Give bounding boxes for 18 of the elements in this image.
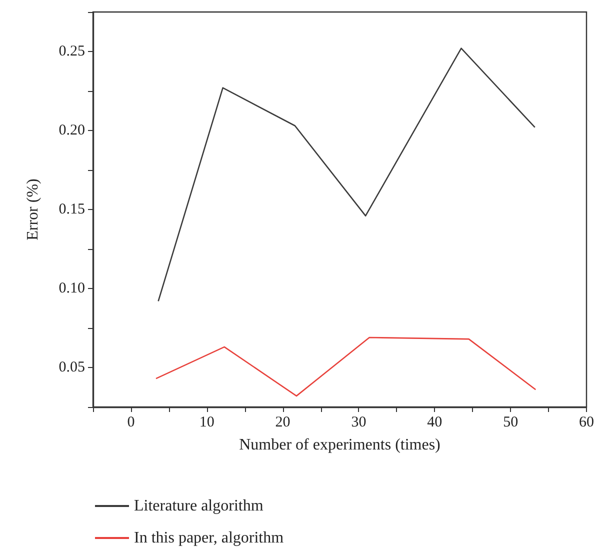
x-tick-label: 10 — [199, 414, 214, 430]
legend-label: In this paper, algorithm — [134, 530, 284, 546]
x-tick-label: 20 — [275, 414, 290, 430]
y-tick-label: 0.05 — [58, 360, 85, 376]
y-tick-label: 0.20 — [58, 122, 85, 138]
line-series — [158, 48, 536, 302]
x-tick-label: 60 — [579, 414, 594, 430]
y-tick-label: 0.25 — [58, 44, 85, 60]
x-tick-label: 0 — [127, 414, 135, 430]
legend-label: Literature algorithm — [134, 498, 264, 514]
y-axis-title: Error (%) — [24, 178, 42, 240]
x-tick-label: 50 — [503, 414, 518, 430]
x-axis-title: Number of experiments (times) — [239, 436, 440, 454]
line-series — [155, 336, 536, 397]
y-tick-label: 0.15 — [58, 202, 85, 218]
y-tick-label: 0.10 — [58, 280, 85, 296]
x-tick-label: 30 — [351, 414, 366, 430]
x-tick-label: 40 — [427, 414, 442, 430]
